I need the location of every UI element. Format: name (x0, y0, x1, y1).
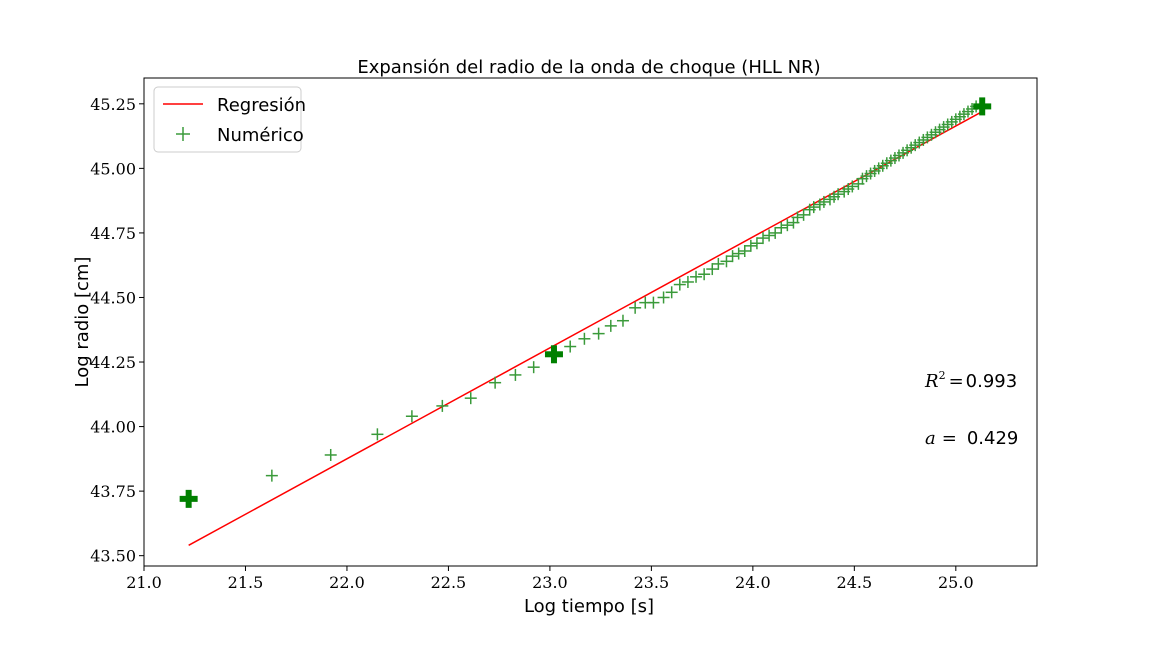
numeric-point (665, 286, 678, 299)
chart-title: Expansión del radio de la onda de choque… (357, 57, 820, 78)
y-tick-label: 43.50 (90, 547, 136, 566)
y-tick-label: 45.00 (90, 159, 136, 178)
r-squared-value: 0.993 (966, 371, 1018, 392)
numeric-point (750, 237, 763, 250)
numeric-point (265, 469, 278, 482)
numeric-point (726, 250, 739, 263)
numeric-point (324, 448, 337, 461)
y-tick-label: 44.75 (90, 224, 136, 243)
numeric-point (757, 232, 770, 245)
y-tick-label: 44.50 (90, 288, 136, 307)
numeric-point (706, 263, 719, 276)
numeric-point (647, 296, 660, 309)
numeric-point (657, 291, 670, 304)
numeric-point (509, 368, 522, 381)
x-axis-label: Log tiempo [s] (524, 596, 654, 617)
numeric-point (629, 301, 642, 314)
r-squared-exponent: 2 (939, 369, 946, 382)
highlight-point (179, 489, 198, 508)
numeric-point (763, 229, 776, 242)
numeric-point (690, 270, 703, 283)
x-tick-label: 24.0 (735, 573, 771, 592)
plot-area (143, 77, 1038, 567)
slope-symbol: a (925, 428, 936, 449)
x-tick-label: 24.5 (837, 573, 873, 592)
numeric-point (564, 340, 577, 353)
r-squared-symbol: R (924, 371, 939, 392)
r-squared-annotation: R2 = 0.993 (924, 369, 1017, 392)
numeric-point (616, 314, 629, 327)
x-tick-label: 25.0 (938, 573, 974, 592)
numeric-point (578, 332, 591, 345)
numeric-point (712, 257, 725, 270)
y-tick-label: 44.25 (90, 353, 136, 372)
numeric-point (846, 180, 859, 193)
numeric-point (405, 410, 418, 423)
x-tick-label: 22.0 (329, 573, 365, 592)
legend: Regresión Numérico (153, 86, 306, 153)
numeric-point (371, 428, 384, 441)
numeric-point (527, 361, 540, 374)
highlight-point (544, 345, 563, 364)
x-tick-label: 21.0 (126, 573, 162, 592)
x-tick-label: 22.5 (431, 573, 467, 592)
r-squared-equals: = (949, 371, 964, 392)
numeric-point (775, 221, 788, 234)
series-layer (179, 97, 992, 547)
numeric-point (720, 255, 733, 268)
numeric-point (698, 268, 711, 281)
numeric-point (791, 211, 804, 224)
y-tick-label: 43.75 (90, 482, 136, 501)
x-tick-label: 23.0 (532, 573, 568, 592)
numeric-point (769, 226, 782, 239)
highlight-point (973, 97, 992, 116)
numeric-point (732, 247, 745, 260)
y-axis: 43.50 43.75 44.00 44.25 44.50 44.75 45.00 45.25 (90, 95, 144, 566)
numeric-point (807, 201, 820, 214)
slope-value: 0.429 (967, 428, 1019, 449)
legend-regression-label: Regresión (217, 95, 306, 116)
numeric-point (464, 392, 477, 405)
numeric-point (781, 219, 794, 232)
numeric-point (489, 376, 502, 389)
y-axis-label: Log radio [cm] (72, 257, 93, 388)
slope-equals: = (942, 428, 957, 449)
numeric-point (436, 399, 449, 412)
numeric-point (681, 275, 694, 288)
x-axis: 21.0 21.5 22.0 22.5 23.0 23.5 24.0 24.5 25.0 (126, 566, 974, 592)
y-tick-label: 44.00 (90, 418, 136, 437)
x-tick-label: 23.5 (634, 573, 670, 592)
numeric-point (832, 188, 845, 201)
y-tick-label: 45.25 (90, 95, 136, 114)
x-tick-label: 21.5 (228, 573, 264, 592)
numeric-point (744, 239, 757, 252)
legend-numeric-label: Numérico (217, 125, 304, 146)
numeric-point (604, 319, 617, 332)
regression-line (188, 110, 983, 547)
numeric-point (797, 208, 810, 221)
numeric-point (673, 278, 686, 291)
legend-numeric-swatch (176, 127, 190, 141)
numeric-point (738, 244, 751, 257)
slope-annotation: a = 0.429 (925, 428, 1018, 449)
numeric-point (592, 327, 605, 340)
numeric-point (817, 195, 830, 208)
